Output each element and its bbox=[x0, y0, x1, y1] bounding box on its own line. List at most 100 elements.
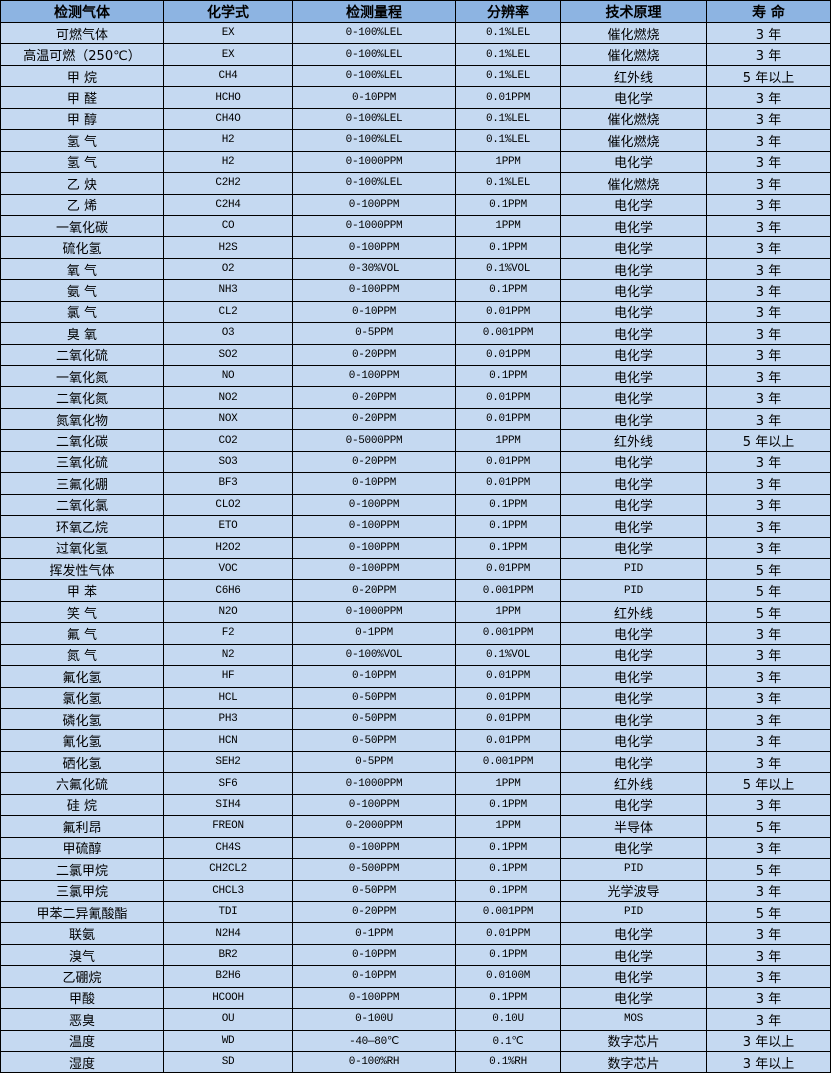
formula-cell: EX bbox=[163, 21, 293, 45]
gas-cell: 环氧乙烷 bbox=[0, 515, 164, 538]
principle-cell: 电化学 bbox=[560, 515, 707, 538]
range-cell: -40—80℃ bbox=[292, 1029, 456, 1053]
range-cell: 0-20PPM bbox=[292, 900, 456, 924]
lifespan-cell: 3 年 bbox=[706, 21, 831, 45]
lifespan-cell: 3 年 bbox=[706, 965, 831, 988]
gas-cell: 过氧化氢 bbox=[0, 536, 164, 559]
formula-cell: NOX bbox=[163, 407, 293, 431]
resolution-cell: 0.01PPM bbox=[455, 300, 561, 324]
header-lifespan: 寿 命 bbox=[706, 0, 831, 23]
formula-cell: NO bbox=[163, 364, 293, 388]
resolution-cell: 0.001PPM bbox=[455, 622, 561, 645]
resolution-cell: 1PPM bbox=[455, 815, 561, 838]
table-row: 溴气 BR2 0-10PPM 0.1PPM 电化学 3 年 bbox=[0, 943, 831, 967]
formula-cell: SO2 bbox=[163, 343, 293, 367]
principle-cell: 红外线 bbox=[560, 429, 707, 452]
formula-cell: NO2 bbox=[163, 386, 293, 409]
lifespan-cell: 3 年 bbox=[706, 922, 831, 945]
resolution-cell: 0.1PPM bbox=[455, 364, 561, 388]
range-cell: 0-100%VOL bbox=[292, 643, 456, 667]
principle-cell: 电化学 bbox=[560, 279, 707, 302]
formula-cell: HCN bbox=[163, 729, 293, 752]
resolution-cell: 0.01PPM bbox=[455, 343, 561, 367]
formula-cell: HCHO bbox=[163, 86, 293, 109]
table-row: 二氧化硫 SO2 0-20PPM 0.01PPM 电化学 3 年 bbox=[0, 343, 831, 367]
formula-cell: SD bbox=[163, 1050, 293, 1074]
range-cell: 0-10PPM bbox=[292, 665, 456, 688]
resolution-cell: 0.1℃ bbox=[455, 1029, 561, 1053]
formula-cell: OU bbox=[163, 1008, 293, 1031]
resolution-cell: 0.01PPM bbox=[455, 922, 561, 945]
formula-cell: N2H4 bbox=[163, 922, 293, 945]
table-row: 磷化氢 PH3 0-50PPM 0.01PPM 电化学 3 年 bbox=[0, 707, 831, 731]
principle-cell: 电化学 bbox=[560, 965, 707, 988]
principle-cell: 电化学 bbox=[560, 322, 707, 345]
lifespan-cell: 3 年 bbox=[706, 793, 831, 817]
table-row: 环氧乙烷 ETO 0-100PPM 0.1PPM 电化学 3 年 bbox=[0, 515, 831, 538]
resolution-cell: 0.01PPM bbox=[455, 686, 561, 710]
formula-cell: CH4 bbox=[163, 64, 293, 88]
gas-cell: 甲酸 bbox=[0, 986, 164, 1010]
range-cell: 0-100PPM bbox=[292, 986, 456, 1010]
gas-cell: 联氨 bbox=[0, 922, 164, 945]
resolution-cell: 0.1%LEL bbox=[455, 21, 561, 45]
resolution-cell: 0.1PPM bbox=[455, 515, 561, 538]
gas-cell: 二氧化氮 bbox=[0, 386, 164, 409]
gas-cell: 三氟化硼 bbox=[0, 472, 164, 495]
resolution-cell: 0.1PPM bbox=[455, 943, 561, 967]
range-cell: 0-1PPM bbox=[292, 922, 456, 945]
gas-cell: 可燃气体 bbox=[0, 21, 164, 45]
lifespan-cell: 5 年 bbox=[706, 815, 831, 838]
resolution-cell: 0.1%LEL bbox=[455, 43, 561, 66]
resolution-cell: 0.001PPM bbox=[455, 900, 561, 924]
formula-cell: H2S bbox=[163, 236, 293, 259]
gas-cell: 甲 烷 bbox=[0, 64, 164, 88]
resolution-cell: 0.001PPM bbox=[455, 322, 561, 345]
principle-cell: 催化燃烧 bbox=[560, 21, 707, 45]
resolution-cell: 0.1PPM bbox=[455, 236, 561, 259]
formula-cell: H2 bbox=[163, 129, 293, 152]
lifespan-cell: 3 年以上 bbox=[706, 1050, 831, 1074]
principle-cell: 电化学 bbox=[560, 793, 707, 817]
formula-cell: N2 bbox=[163, 643, 293, 667]
table-row: 氧 气 O2 0-30%VOL 0.1%VOL 电化学 3 年 bbox=[0, 257, 831, 281]
lifespan-cell: 3 年 bbox=[706, 322, 831, 345]
formula-cell: C2H2 bbox=[163, 172, 293, 195]
gas-cell: 甲 醇 bbox=[0, 107, 164, 131]
principle-cell: 催化燃烧 bbox=[560, 129, 707, 152]
lifespan-cell: 5 年 bbox=[706, 858, 831, 881]
resolution-cell: 0.1%VOL bbox=[455, 257, 561, 281]
principle-cell: 电化学 bbox=[560, 236, 707, 259]
principle-cell: 电化学 bbox=[560, 686, 707, 710]
principle-cell: 电化学 bbox=[560, 750, 707, 774]
principle-cell: 电化学 bbox=[560, 343, 707, 367]
principle-cell: 电化学 bbox=[560, 622, 707, 645]
lifespan-cell: 3 年 bbox=[706, 686, 831, 710]
principle-cell: 电化学 bbox=[560, 922, 707, 945]
table-row: 硫化氢 H2S 0-100PPM 0.1PPM 电化学 3 年 bbox=[0, 236, 831, 259]
principle-cell: 电化学 bbox=[560, 643, 707, 667]
range-cell: 0-10PPM bbox=[292, 472, 456, 495]
gas-cell: 硒化氢 bbox=[0, 750, 164, 774]
lifespan-cell: 3 年 bbox=[706, 450, 831, 474]
lifespan-cell: 3 年 bbox=[706, 386, 831, 409]
formula-cell: NH3 bbox=[163, 279, 293, 302]
table-row: 氨 气 NH3 0-100PPM 0.1PPM 电化学 3 年 bbox=[0, 279, 831, 302]
gas-cell: 笑 气 bbox=[0, 600, 164, 624]
resolution-cell: 0.1%LEL bbox=[455, 129, 561, 152]
range-cell: 0-100PPM bbox=[292, 493, 456, 517]
gas-cell: 氟利昂 bbox=[0, 815, 164, 838]
resolution-cell: 0.1%LEL bbox=[455, 172, 561, 195]
range-cell: 0-500PPM bbox=[292, 858, 456, 881]
gas-cell: 硫化氢 bbox=[0, 236, 164, 259]
table-row: 二氧化氮 NO2 0-20PPM 0.01PPM 电化学 3 年 bbox=[0, 386, 831, 409]
formula-cell: CLO2 bbox=[163, 493, 293, 517]
gas-cell: 甲 醛 bbox=[0, 86, 164, 109]
header-resolution: 分辨率 bbox=[455, 0, 561, 23]
resolution-cell: 0.1PPM bbox=[455, 986, 561, 1010]
principle-cell: 电化学 bbox=[560, 493, 707, 517]
table-row: 氢 气 H2 0-100%LEL 0.1%LEL 催化燃烧 3 年 bbox=[0, 129, 831, 152]
lifespan-cell: 3 年 bbox=[706, 43, 831, 66]
table-row: 二氧化氯 CLO2 0-100PPM 0.1PPM 电化学 3 年 bbox=[0, 493, 831, 517]
principle-cell: 电化学 bbox=[560, 729, 707, 752]
